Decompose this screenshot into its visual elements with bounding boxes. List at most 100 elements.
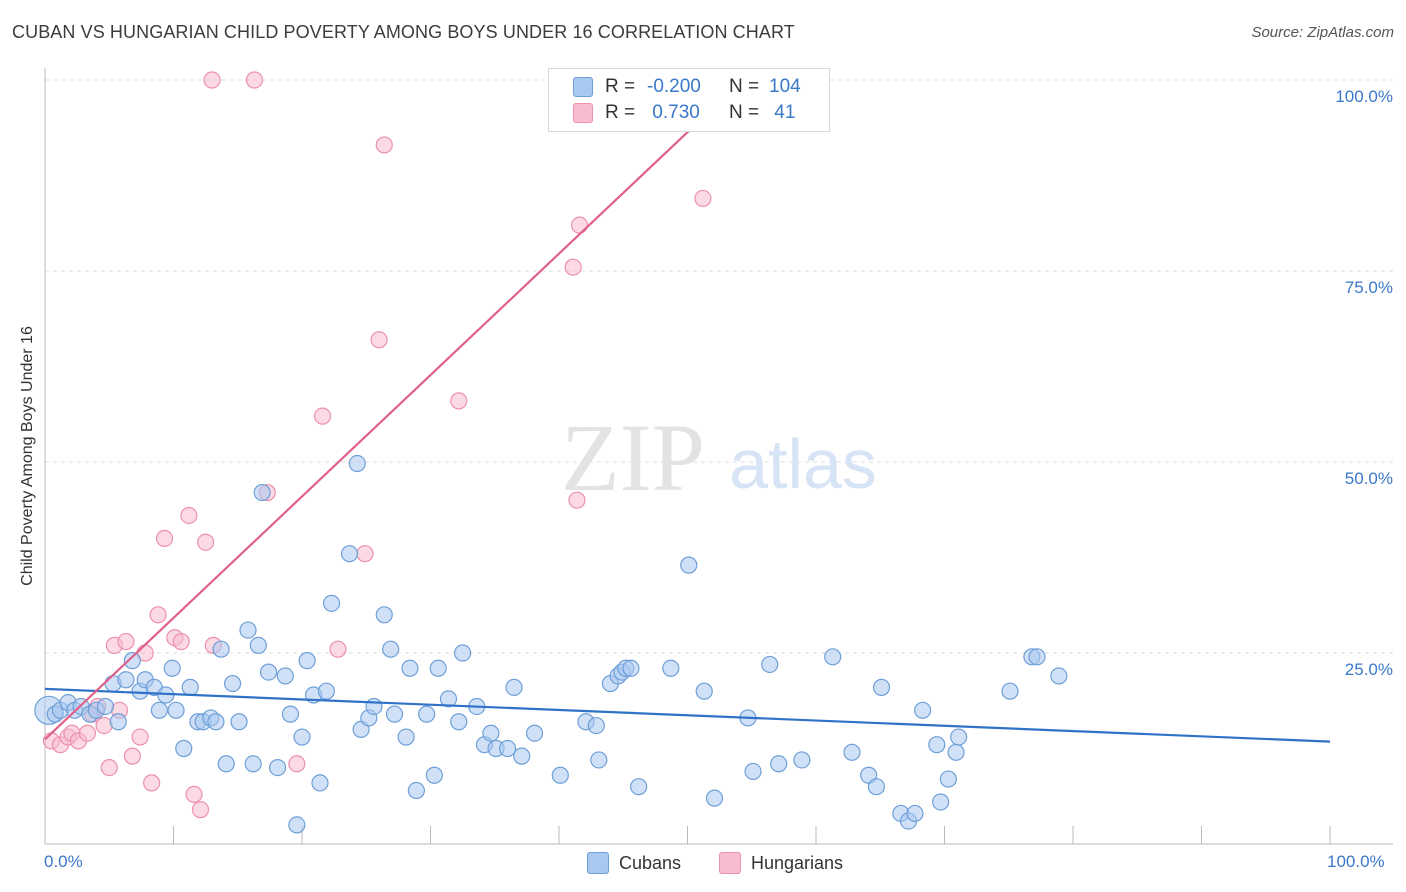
hungarian-point <box>329 640 347 658</box>
hungarian-trend-line <box>44 79 744 741</box>
hungarian-point <box>288 755 306 773</box>
cuban-point <box>1050 667 1068 685</box>
cuban-point <box>317 682 336 700</box>
y-tick-25: 25.0% <box>1344 660 1393 679</box>
legend-n-value: 104 <box>769 76 801 97</box>
hungarian-point <box>356 545 374 563</box>
cuban-point <box>311 774 329 792</box>
legend-item-hungarians[interactable]: Hungarians <box>719 852 843 874</box>
cuban-point <box>298 652 316 670</box>
cuban-point <box>109 713 127 731</box>
hungarians-legend-icon <box>719 852 741 874</box>
legend-r-value: -0.200 <box>647 76 701 97</box>
chart-source: Source: ZipAtlas.com <box>1251 24 1394 41</box>
cuban-point <box>244 755 262 773</box>
cuban-point <box>551 766 569 784</box>
hungarian-point <box>131 728 149 746</box>
hungarians-swatch-icon <box>573 103 593 123</box>
cuban-point <box>401 659 419 677</box>
hungarian-point <box>123 747 141 765</box>
cuban-point <box>397 728 415 746</box>
hungarian-point <box>191 801 210 819</box>
hungarian-point <box>78 724 97 742</box>
y-tick-75: 75.0% <box>1344 278 1393 297</box>
cuban-point <box>867 778 885 796</box>
cuban-point <box>439 690 458 708</box>
cuban-point <box>276 667 294 685</box>
hungarian-point <box>375 136 393 154</box>
cuban-point <box>1028 648 1046 666</box>
hungarian-point <box>564 258 582 276</box>
legend-r-label: R = <box>605 102 636 123</box>
legend-n-label: N = <box>729 102 760 123</box>
cuban-point <box>322 594 341 612</box>
cuban-point <box>824 648 842 666</box>
hungarian-point <box>185 785 203 803</box>
hungarians-legend-label: Hungarians <box>751 852 844 873</box>
y-tick-50: 50.0% <box>1344 469 1393 488</box>
cuban-point <box>167 701 185 719</box>
hungarian-point <box>100 758 118 777</box>
cuban-point <box>96 697 114 716</box>
cuban-point <box>513 747 531 765</box>
cuban-point <box>217 755 235 773</box>
hungarian-point <box>570 216 589 234</box>
cuban-point <box>268 758 287 777</box>
y-tick-100: 100.0% <box>1335 87 1393 106</box>
cuban-point <box>407 781 425 800</box>
watermark: ZIP atlas <box>561 404 877 511</box>
hungarian-point <box>370 331 388 349</box>
hungarian-point <box>245 71 264 89</box>
hungarian-point <box>203 71 221 89</box>
cuban-point <box>259 663 278 681</box>
legend-r-label: R = <box>605 76 636 97</box>
cuban-point <box>928 736 946 754</box>
hungarian-point <box>95 716 113 735</box>
cuban-point <box>150 701 168 719</box>
grid-lines <box>45 79 1393 654</box>
cuban-point <box>207 713 225 731</box>
cuban-point <box>224 674 242 693</box>
cuban-point <box>253 483 271 502</box>
cuban-point <box>505 678 523 696</box>
cuban-point <box>293 728 311 746</box>
cuban-point <box>375 606 393 624</box>
cubans-legend-icon <box>587 852 609 874</box>
x-tick-min: 0.0% <box>44 852 83 871</box>
cuban-point <box>680 556 698 574</box>
cuban-point <box>525 724 544 742</box>
hungarian-point <box>117 632 135 651</box>
cuban-point <box>793 751 811 769</box>
cuban-point <box>418 705 436 723</box>
legend-item-cubans[interactable]: Cubans <box>587 852 681 874</box>
cuban-point <box>230 713 248 731</box>
legend-n-value: 41 <box>769 102 796 123</box>
cuban-point <box>340 545 359 563</box>
cuban-point <box>365 697 383 716</box>
chart-title: CUBAN VS HUNGARIAN CHILD POVERTY AMONG B… <box>12 22 795 42</box>
cuban-point <box>939 770 957 788</box>
cuban-point <box>1001 682 1019 700</box>
cuban-point <box>590 751 608 769</box>
cuban-point <box>450 713 468 731</box>
cuban-point <box>744 762 762 781</box>
cuban-point <box>117 671 135 689</box>
cuban-point <box>175 739 193 758</box>
cuban-point <box>914 701 932 719</box>
cuban-point <box>281 705 300 723</box>
cuban-point <box>123 652 141 670</box>
cuban-point <box>429 659 447 677</box>
cuban-point <box>906 804 924 823</box>
hungarian-point <box>180 506 198 525</box>
cuban-point <box>425 766 443 784</box>
legend-r-value: 0.730 <box>647 102 700 123</box>
legend-n-label: N = <box>729 76 760 97</box>
cuban-point <box>288 816 306 834</box>
cuban-point <box>249 636 267 654</box>
cuban-point <box>212 640 230 658</box>
cuban-trend-line <box>44 687 1331 743</box>
trend-lines <box>44 79 1331 743</box>
cuban-point <box>630 778 648 796</box>
hungarian-point <box>155 529 174 548</box>
